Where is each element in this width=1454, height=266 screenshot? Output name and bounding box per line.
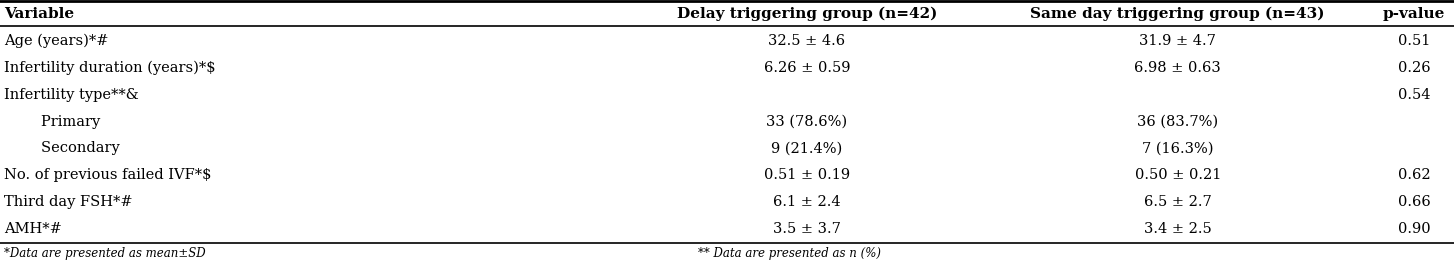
Text: 6.5 ± 2.7: 6.5 ± 2.7 [1144, 195, 1211, 209]
Text: AMH*#: AMH*# [4, 222, 63, 236]
Text: No. of previous failed IVF*$: No. of previous failed IVF*$ [4, 168, 212, 182]
Text: 0.50 ± 0.21: 0.50 ± 0.21 [1134, 168, 1221, 182]
Text: 6.98 ± 0.63: 6.98 ± 0.63 [1134, 61, 1221, 75]
Text: Variable: Variable [4, 7, 74, 21]
Text: 0.51: 0.51 [1397, 34, 1431, 48]
Text: Infertility type**&: Infertility type**& [4, 88, 140, 102]
Text: 3.5 ± 3.7: 3.5 ± 3.7 [774, 222, 840, 236]
Text: Third day FSH*#: Third day FSH*# [4, 195, 132, 209]
Text: 32.5 ± 4.6: 32.5 ± 4.6 [768, 34, 846, 48]
Text: 0.90: 0.90 [1397, 222, 1431, 236]
Text: ** Data are presented as n (%): ** Data are presented as n (%) [698, 247, 881, 260]
Text: 6.1 ± 2.4: 6.1 ± 2.4 [774, 195, 840, 209]
Text: Infertility duration (years)*$: Infertility duration (years)*$ [4, 61, 217, 75]
Text: Delay triggering group (n=42): Delay triggering group (n=42) [676, 7, 938, 21]
Text: 0.26: 0.26 [1397, 61, 1431, 75]
Text: Age (years)*#: Age (years)*# [4, 34, 109, 48]
Text: 0.51 ± 0.19: 0.51 ± 0.19 [763, 168, 851, 182]
Text: 0.66: 0.66 [1397, 195, 1431, 209]
Text: 31.9 ± 4.7: 31.9 ± 4.7 [1140, 34, 1216, 48]
Text: Primary: Primary [4, 115, 100, 128]
Text: Same day triggering group (n=43): Same day triggering group (n=43) [1031, 7, 1325, 21]
Text: 6.26 ± 0.59: 6.26 ± 0.59 [763, 61, 851, 75]
Text: 9 (21.4%): 9 (21.4%) [771, 142, 843, 155]
Text: *Data are presented as mean±SD: *Data are presented as mean±SD [4, 247, 206, 260]
Text: 7 (16.3%): 7 (16.3%) [1141, 142, 1214, 155]
Text: 0.62: 0.62 [1397, 168, 1431, 182]
Text: 3.4 ± 2.5: 3.4 ± 2.5 [1144, 222, 1211, 236]
Text: 0.54: 0.54 [1397, 88, 1431, 102]
Text: p-value: p-value [1383, 7, 1445, 21]
Text: 36 (83.7%): 36 (83.7%) [1137, 115, 1218, 128]
Text: 33 (78.6%): 33 (78.6%) [766, 115, 848, 128]
Text: Secondary: Secondary [4, 142, 121, 155]
